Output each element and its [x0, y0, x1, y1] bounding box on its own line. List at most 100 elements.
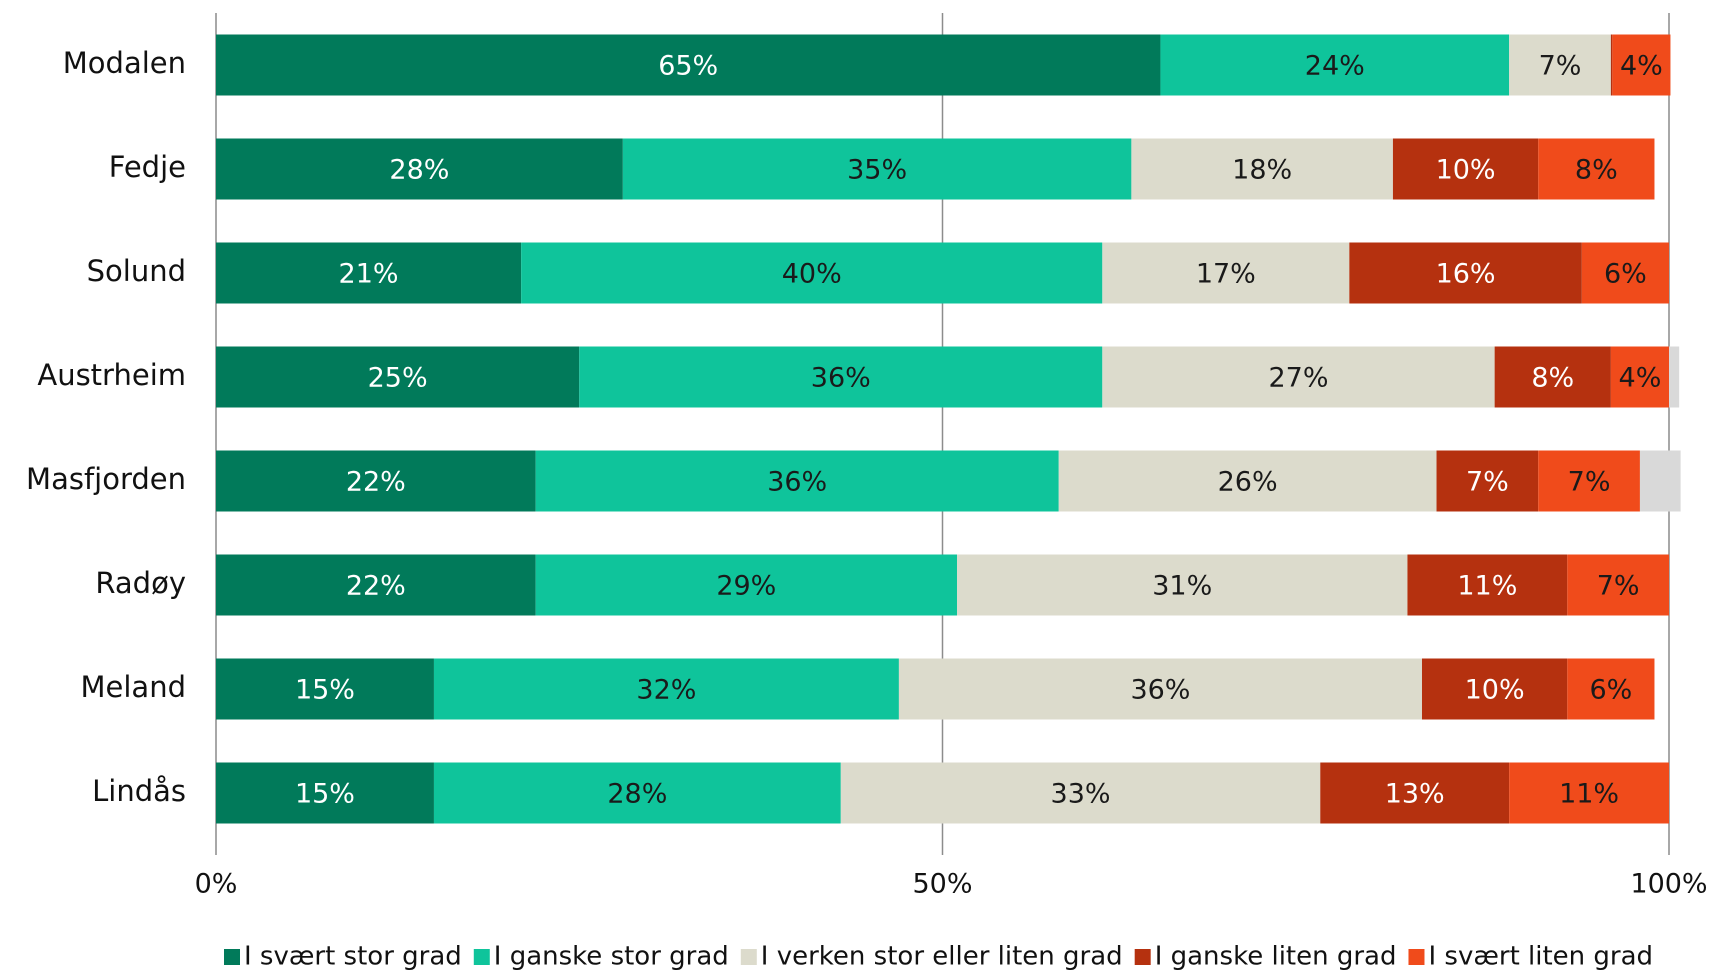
category-label: Austrheim: [37, 358, 186, 392]
bar-segment: [216, 762, 434, 824]
legend-label: I ganske liten grad: [1155, 942, 1397, 972]
bar-segment: [535, 554, 958, 616]
category-label: Meland: [81, 670, 186, 704]
bar-segment: [1392, 138, 1539, 200]
value-label: 27%: [1268, 363, 1328, 394]
value-label: 7%: [1568, 467, 1611, 498]
bar-segment: [1612, 34, 1671, 96]
bar-segment: [1102, 346, 1495, 408]
bar-segment: [535, 450, 1059, 512]
value-label: 22%: [346, 467, 406, 498]
bar-segment: [1160, 34, 1510, 96]
category-label: Masfjorden: [26, 462, 186, 496]
bar-segment: [216, 242, 522, 304]
value-label: 28%: [389, 155, 449, 186]
bar-segment: [216, 554, 536, 616]
bar-segment: [433, 658, 899, 720]
category-label: Lindås: [92, 774, 186, 808]
value-label: 29%: [716, 571, 776, 602]
bar-segment: [1494, 346, 1611, 408]
x-tick-label: 0%: [195, 869, 238, 900]
legend-label: I ganske stor grad: [494, 942, 729, 972]
legend-swatch: [1408, 949, 1425, 965]
bar-segment: [216, 658, 434, 720]
value-label: 36%: [767, 467, 827, 498]
value-label: 17%: [1196, 259, 1256, 290]
bar-segment: [1102, 242, 1350, 304]
value-label: 24%: [1305, 51, 1365, 82]
bar-segment: [216, 346, 580, 408]
bar-segment: [433, 762, 841, 824]
bar-segment: [521, 242, 1103, 304]
value-label: 4%: [1620, 51, 1663, 82]
value-label: 10%: [1465, 675, 1525, 706]
value-label: 18%: [1232, 155, 1292, 186]
value-label: 36%: [811, 363, 871, 394]
x-tick-label: 50%: [912, 869, 972, 900]
bar-segment: [1058, 450, 1437, 512]
value-label: 6%: [1589, 675, 1632, 706]
bar-segment: [1610, 346, 1669, 408]
bar-segment: [1509, 762, 1669, 824]
bar-segment: [1581, 242, 1669, 304]
x-tick-label: 100%: [1630, 869, 1707, 900]
value-label: 15%: [295, 675, 355, 706]
bar-segment: [1349, 242, 1582, 304]
value-label: 25%: [368, 363, 428, 394]
value-label: 6%: [1604, 259, 1647, 290]
bar-segment: [840, 762, 1321, 824]
legend-label: I svært stor grad: [244, 942, 462, 972]
value-label: 22%: [346, 571, 406, 602]
value-label: 11%: [1457, 571, 1517, 602]
value-label: 35%: [847, 155, 907, 186]
value-label: 8%: [1575, 155, 1618, 186]
value-label: 7%: [1539, 51, 1582, 82]
category-label: Radøy: [95, 566, 186, 600]
value-label: 7%: [1597, 571, 1640, 602]
category-label: Solund: [87, 254, 186, 288]
bar-segment: [1567, 658, 1655, 720]
bar-segment: [957, 554, 1408, 616]
bar-segment: [1669, 346, 1680, 408]
bar-segment: [1407, 554, 1568, 616]
value-label: 8%: [1531, 363, 1574, 394]
bar-segment: [579, 346, 1103, 408]
value-label: 7%: [1466, 467, 1509, 498]
category-label: Fedje: [109, 150, 186, 184]
legend-label: I svært liten grad: [1428, 942, 1653, 972]
legend-swatch: [740, 949, 757, 965]
value-label: 33%: [1051, 779, 1111, 810]
value-label: 11%: [1559, 779, 1619, 810]
bar-segment: [1131, 138, 1393, 200]
bar-segment: [1421, 658, 1568, 720]
legend-swatch: [224, 949, 240, 965]
bar-segment: [1538, 450, 1640, 512]
legend-swatch: [473, 949, 490, 965]
value-label: 28%: [607, 779, 667, 810]
value-label: 26%: [1218, 467, 1278, 498]
value-label: 32%: [636, 675, 696, 706]
bar-segment: [898, 658, 1422, 720]
value-label: 13%: [1385, 779, 1445, 810]
value-label: 21%: [339, 259, 399, 290]
value-label: 31%: [1152, 571, 1212, 602]
bar-segment: [216, 34, 1161, 96]
value-label: 65%: [658, 51, 718, 82]
value-label: 10%: [1436, 155, 1496, 186]
legend-swatch: [1134, 949, 1151, 965]
value-label: 16%: [1436, 259, 1496, 290]
category-label: Modalen: [63, 46, 186, 80]
bar-segment: [622, 138, 1132, 200]
bar-segment: [1639, 450, 1681, 512]
value-label: 15%: [295, 779, 355, 810]
bar-segment: [1610, 34, 1613, 96]
bar-segment: [1509, 34, 1611, 96]
bar-segment: [216, 450, 536, 512]
value-label: 40%: [782, 259, 842, 290]
legend-label: I verken stor eller liten grad: [761, 942, 1123, 972]
value-label: 36%: [1130, 675, 1190, 706]
value-label: 4%: [1619, 363, 1662, 394]
bar-segment: [1320, 762, 1510, 824]
bar-segment: [216, 138, 623, 200]
